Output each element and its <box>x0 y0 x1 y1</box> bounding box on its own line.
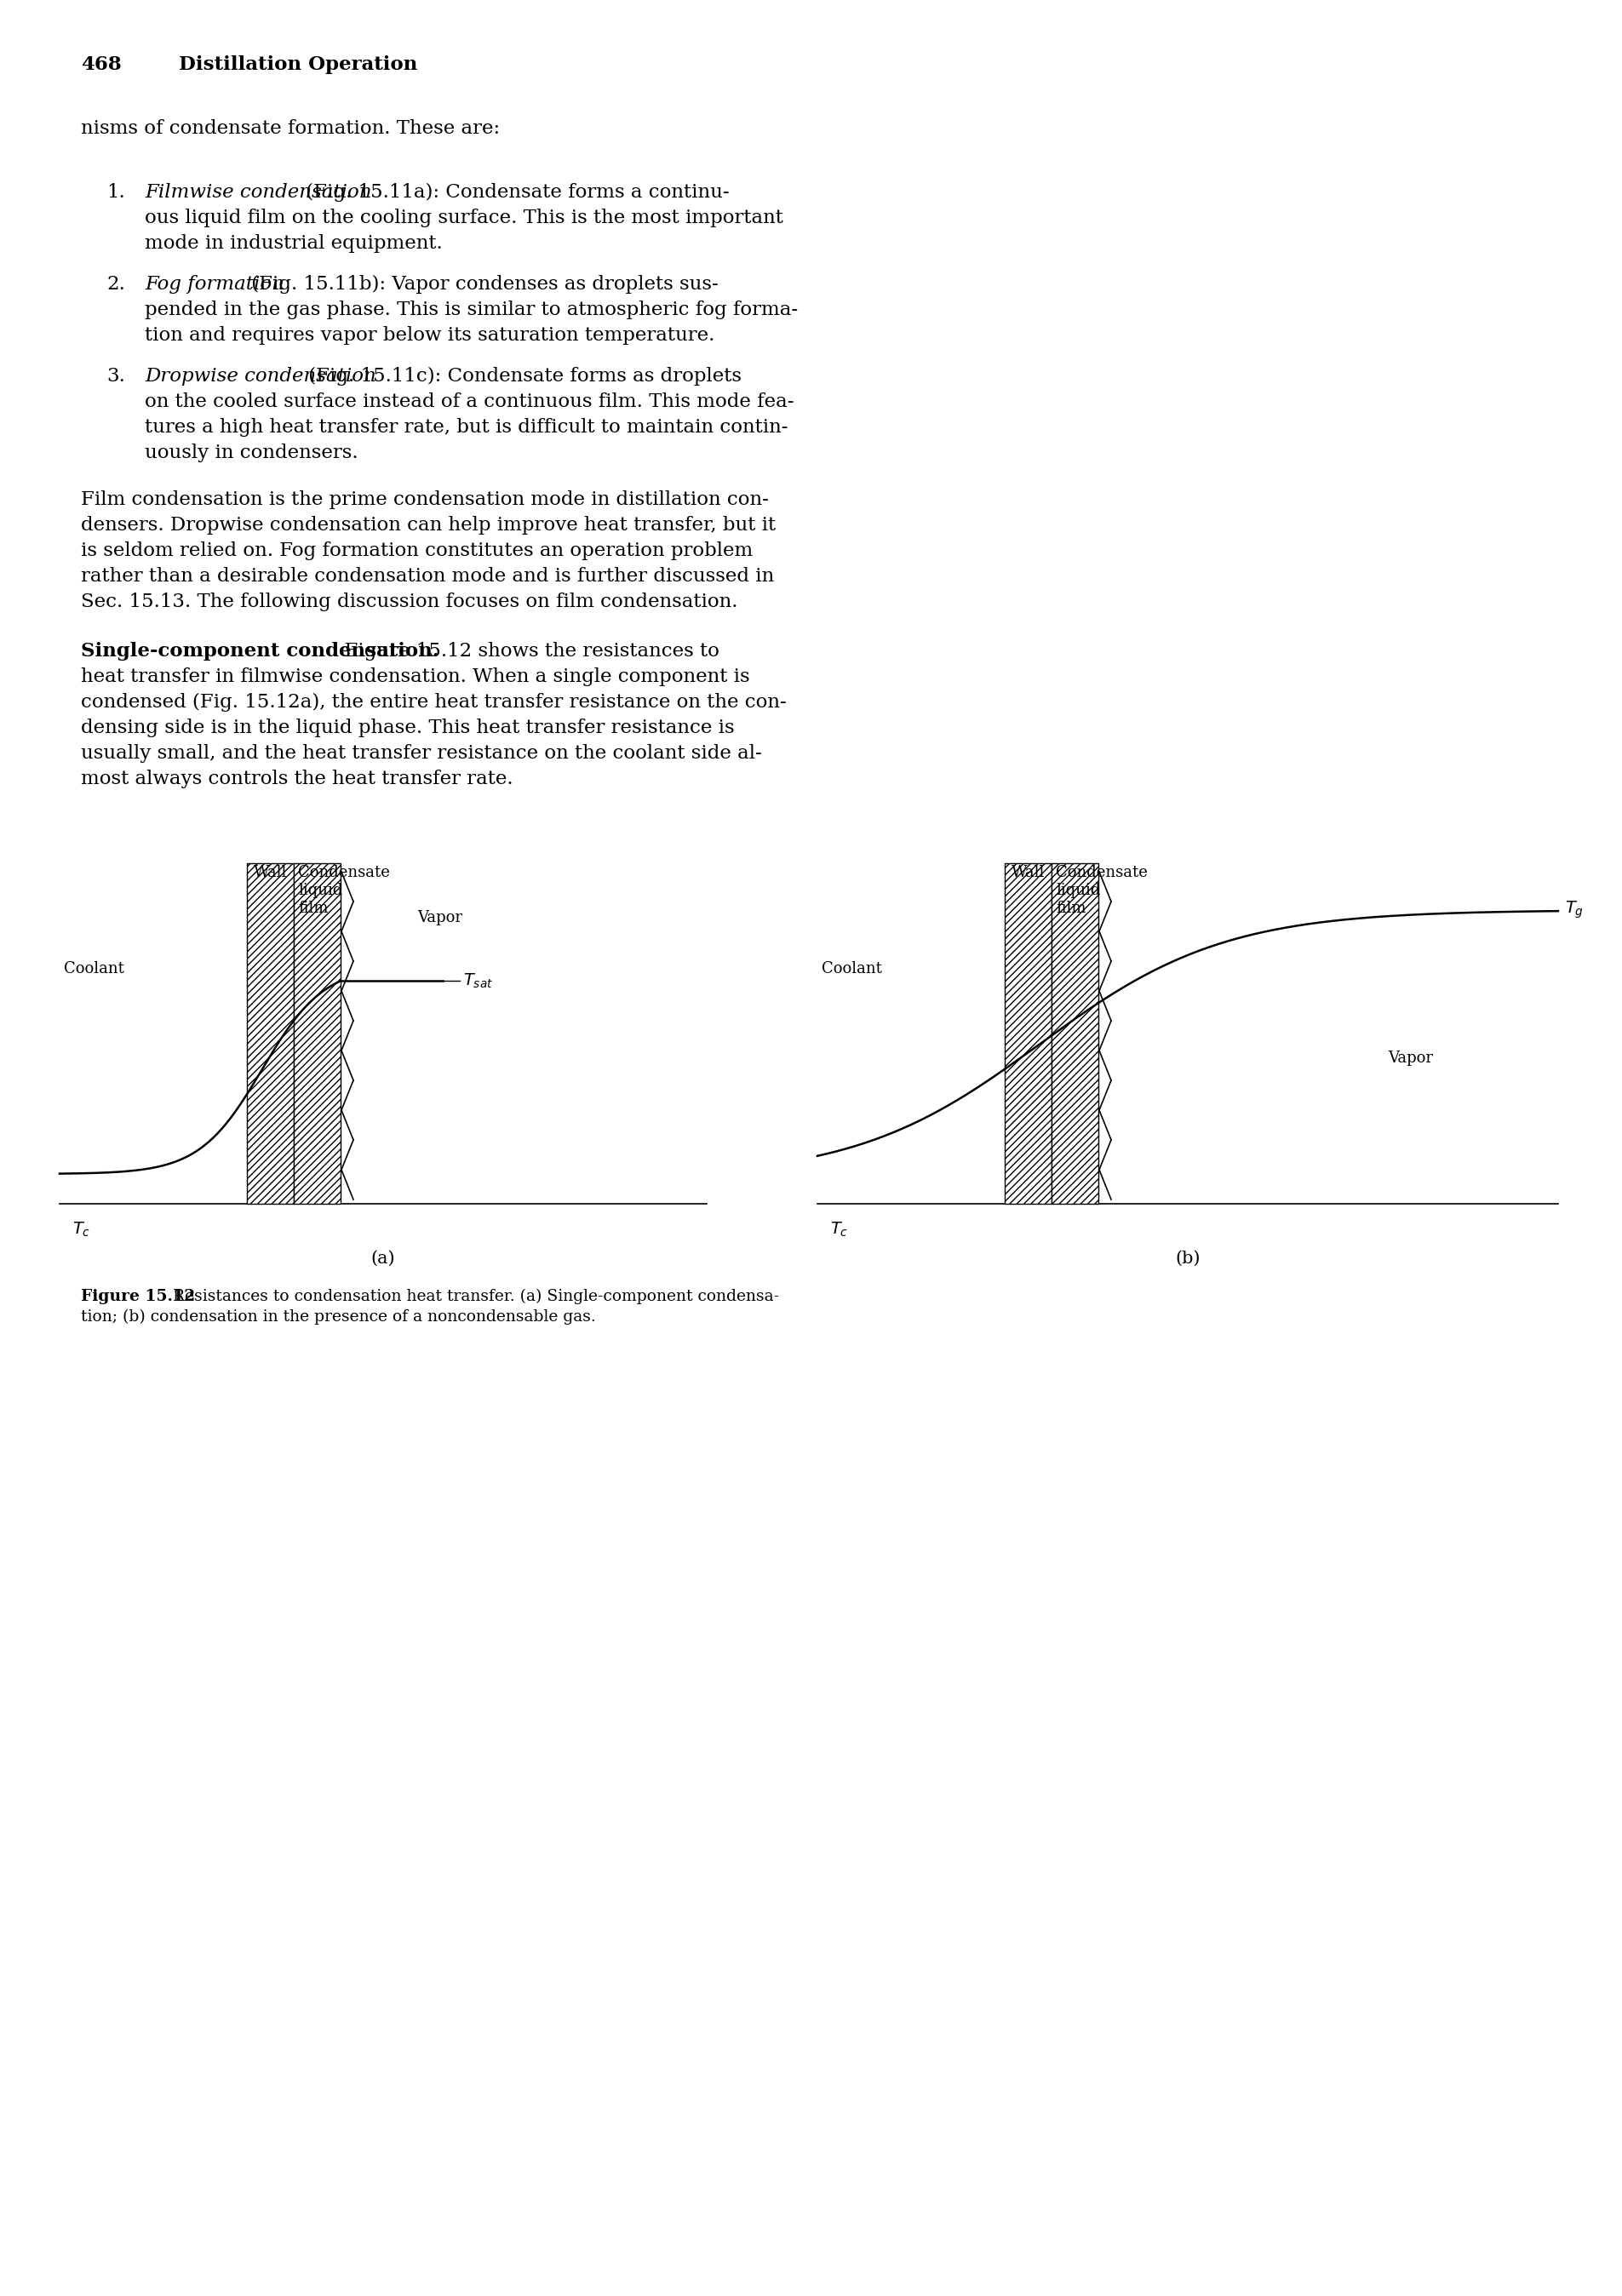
Bar <box>294 863 341 1203</box>
Text: Figure 15.12: Figure 15.12 <box>81 1288 195 1304</box>
Text: Condensate
liquid
film: Condensate liquid film <box>1056 866 1148 916</box>
Text: Condensate
liquid
film: Condensate liquid film <box>298 866 389 916</box>
Text: Coolant: Coolant <box>822 962 882 976</box>
Text: Filmwise condensation: Filmwise condensation <box>144 184 371 202</box>
Text: Sec. 15.13. The following discussion focuses on film condensation.: Sec. 15.13. The following discussion foc… <box>81 592 738 611</box>
Text: Fog formation: Fog formation <box>144 276 284 294</box>
Text: 1.: 1. <box>107 184 125 202</box>
Text: Vapor: Vapor <box>1388 1052 1432 1065</box>
Text: ous liquid film on the cooling surface. This is the most important: ous liquid film on the cooling surface. … <box>144 209 783 227</box>
Text: 2.: 2. <box>107 276 125 294</box>
Text: 468: 468 <box>81 55 122 73</box>
Text: Wall: Wall <box>1012 866 1045 879</box>
Text: Film condensation is the prime condensation mode in distillation con-: Film condensation is the prime condensat… <box>81 491 769 510</box>
Text: Dropwise condensation: Dropwise condensation <box>144 367 376 386</box>
Text: densers. Dropwise condensation can help improve heat transfer, but it: densers. Dropwise condensation can help … <box>81 517 775 535</box>
Text: mode in industrial equipment.: mode in industrial equipment. <box>144 234 443 253</box>
Text: Coolant: Coolant <box>63 962 125 976</box>
Text: nisms of condensate formation. These are:: nisms of condensate formation. These are… <box>81 119 500 138</box>
Bar <box>1004 863 1051 1203</box>
Text: Resistances to condensation heat transfer. (a) Single-component condensa-: Resistances to condensation heat transfe… <box>157 1288 779 1304</box>
Text: $T_c$: $T_c$ <box>73 1221 91 1240</box>
Text: Vapor: Vapor <box>417 909 462 925</box>
Text: tures a high heat transfer rate, but is difficult to maintain contin-: tures a high heat transfer rate, but is … <box>144 418 788 436</box>
Text: $T_c$: $T_c$ <box>830 1221 848 1240</box>
Bar <box>247 863 294 1203</box>
Text: $T_g$: $T_g$ <box>1565 900 1583 921</box>
Text: (b): (b) <box>1176 1251 1200 1267</box>
Text: (a): (a) <box>371 1251 396 1267</box>
Text: (Fig. 15.11c): Condensate forms as droplets: (Fig. 15.11c): Condensate forms as dropl… <box>302 367 741 386</box>
Text: (Fig. 15.11b): Vapor condenses as droplets sus-: (Fig. 15.11b): Vapor condenses as drople… <box>245 276 719 294</box>
Bar <box>1051 863 1098 1203</box>
Text: uously in condensers.: uously in condensers. <box>144 443 358 461</box>
Text: pended in the gas phase. This is similar to atmospheric fog forma-: pended in the gas phase. This is similar… <box>144 301 798 319</box>
Text: 3.: 3. <box>107 367 125 386</box>
Text: on the cooled surface instead of a continuous film. This mode fea-: on the cooled surface instead of a conti… <box>144 393 795 411</box>
Text: (Fig. 15.11a): Condensate forms a continu-: (Fig. 15.11a): Condensate forms a contin… <box>300 184 730 202</box>
Text: most always controls the heat transfer rate.: most always controls the heat transfer r… <box>81 769 513 788</box>
Text: heat transfer in filmwise condensation. When a single component is: heat transfer in filmwise condensation. … <box>81 668 749 687</box>
Text: tion; (b) condensation in the presence of a noncondensable gas.: tion; (b) condensation in the presence o… <box>81 1309 595 1325</box>
Text: Single-component condensation.: Single-component condensation. <box>81 643 440 661</box>
Text: is seldom relied on. Fog formation constitutes an operation problem: is seldom relied on. Fog formation const… <box>81 542 753 560</box>
Text: Wall: Wall <box>253 866 287 879</box>
Text: usually small, and the heat transfer resistance on the coolant side al-: usually small, and the heat transfer res… <box>81 744 762 762</box>
Text: tion and requires vapor below its saturation temperature.: tion and requires vapor below its satura… <box>144 326 715 344</box>
Text: Figure 15.12 shows the resistances to: Figure 15.12 shows the resistances to <box>333 643 720 661</box>
Text: condensed (Fig. 15.12a), the entire heat transfer resistance on the con-: condensed (Fig. 15.12a), the entire heat… <box>81 693 787 712</box>
Text: densing side is in the liquid phase. This heat transfer resistance is: densing side is in the liquid phase. Thi… <box>81 719 735 737</box>
Text: $T_{sat}$: $T_{sat}$ <box>464 971 493 990</box>
Text: Distillation Operation: Distillation Operation <box>178 55 417 73</box>
Text: rather than a desirable condensation mode and is further discussed in: rather than a desirable condensation mod… <box>81 567 774 585</box>
